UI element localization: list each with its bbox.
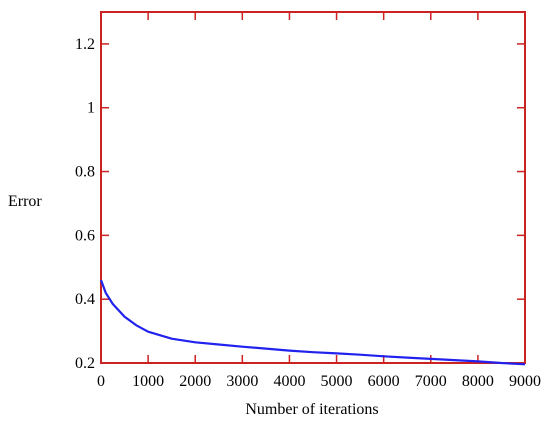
x-tick-label: 7000: [415, 373, 447, 390]
x-tick-label: 2000: [179, 373, 211, 390]
x-axis-label: Number of iterations: [245, 401, 378, 418]
y-axis-label: Error: [8, 193, 42, 210]
y-tick-label: 0.2: [75, 355, 95, 372]
y-tick-label: 0.6: [75, 227, 95, 244]
x-tick-label: 5000: [321, 373, 353, 390]
plot-frame: [100, 11, 526, 364]
x-tick-label: 3000: [226, 373, 258, 390]
x-tick-label: 6000: [368, 373, 400, 390]
y-tick-label: 0.8: [75, 164, 95, 181]
y-tick-label: 1.2: [75, 36, 95, 53]
x-tick-label: 1000: [132, 373, 164, 390]
x-tick-label: 8000: [462, 373, 494, 390]
x-tick-label: 9000: [509, 373, 541, 390]
y-tick-label: 1: [87, 100, 95, 117]
error-series-line: [99, 279, 526, 366]
x-tick-label: 4000: [273, 373, 305, 390]
y-tick-label: 0.4: [75, 291, 95, 308]
x-tick-label: 0: [97, 373, 105, 390]
